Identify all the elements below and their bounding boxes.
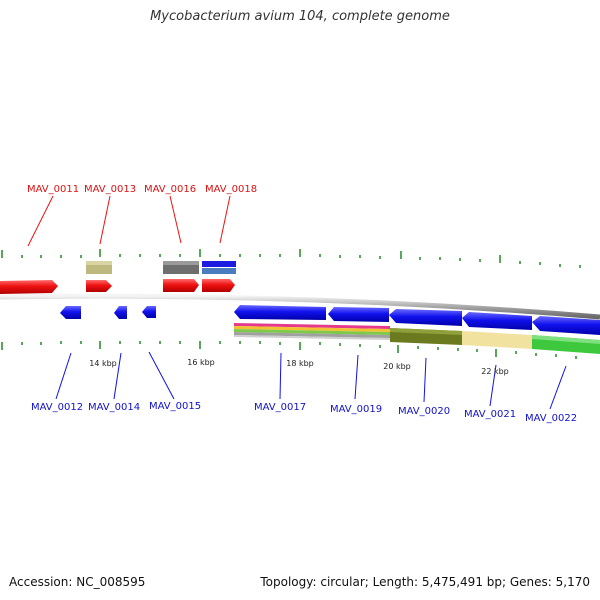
gene-label[interactable]: MAV_0019 xyxy=(330,404,382,415)
scale-label: 20 kbp xyxy=(383,362,411,371)
gene-arrow-reverse[interactable] xyxy=(328,307,389,322)
gene-arrow-reverse[interactable] xyxy=(532,316,600,335)
top-gene-labels: MAV_0011 MAV_0013 MAV_0016 MAV_0018 xyxy=(27,184,257,195)
scale-label: 22 kbp xyxy=(481,367,509,376)
scale-labels: 14 kbp 16 kbp 18 kbp 20 kbp 22 kbp xyxy=(89,358,509,376)
gene-label[interactable]: MAV_0013 xyxy=(84,184,136,195)
gene-arrow-forward[interactable] xyxy=(86,280,112,292)
gene-arrow-reverse[interactable] xyxy=(389,309,462,326)
scale-label: 16 kbp xyxy=(187,358,215,367)
gene-label[interactable]: MAV_0016 xyxy=(144,184,196,195)
gene-label[interactable]: MAV_0017 xyxy=(254,402,306,413)
feature-block[interactable] xyxy=(202,268,236,274)
gene-label[interactable]: MAV_0011 xyxy=(27,184,79,195)
gene-label[interactable]: MAV_0022 xyxy=(525,413,577,424)
gene-arrow-reverse[interactable] xyxy=(114,306,127,319)
gene-arrow-reverse[interactable] xyxy=(462,312,532,330)
gene-label[interactable]: MAV_0020 xyxy=(398,406,450,417)
scale-label: 18 kbp xyxy=(286,359,314,368)
genome-backbone xyxy=(0,293,600,320)
genome-title: Mycobacterium avium 104, complete genome xyxy=(150,9,450,24)
gene-arrow-reverse[interactable] xyxy=(60,306,81,319)
feature-block[interactable] xyxy=(462,331,532,349)
gene-label[interactable]: MAV_0021 xyxy=(464,409,516,420)
gene-label[interactable]: MAV_0015 xyxy=(149,401,201,412)
bottom-label-leaders xyxy=(55,351,567,410)
feature-bands xyxy=(234,323,600,354)
gene-label[interactable]: MAV_0014 xyxy=(88,402,140,413)
gene-arrow-reverse[interactable] xyxy=(142,306,156,318)
accession-text: Accession: NC_008595 xyxy=(9,575,146,589)
top-label-leaders xyxy=(27,195,231,247)
feature-blocks-top xyxy=(86,261,236,274)
gene-arrow-forward[interactable] xyxy=(163,279,199,292)
bottom-gene-labels: MAV_0012 MAV_0014 MAV_0015 MAV_0017 MAV_… xyxy=(31,401,577,424)
forward-genes xyxy=(0,279,235,294)
scale-label: 14 kbp xyxy=(89,359,117,368)
feature-block[interactable] xyxy=(202,261,236,267)
reverse-scale-ticks xyxy=(1,341,577,359)
genome-info-text: Topology: circular; Length: 5,475,491 bp… xyxy=(260,575,590,589)
forward-scale-ticks xyxy=(1,249,581,268)
gene-label[interactable]: MAV_0012 xyxy=(31,402,83,413)
gene-arrow-reverse[interactable] xyxy=(234,305,326,320)
gene-arrow-forward[interactable] xyxy=(202,279,235,292)
gene-arrow-forward[interactable] xyxy=(0,280,58,294)
gene-label[interactable]: MAV_0018 xyxy=(205,184,257,195)
reverse-genes xyxy=(60,305,600,335)
